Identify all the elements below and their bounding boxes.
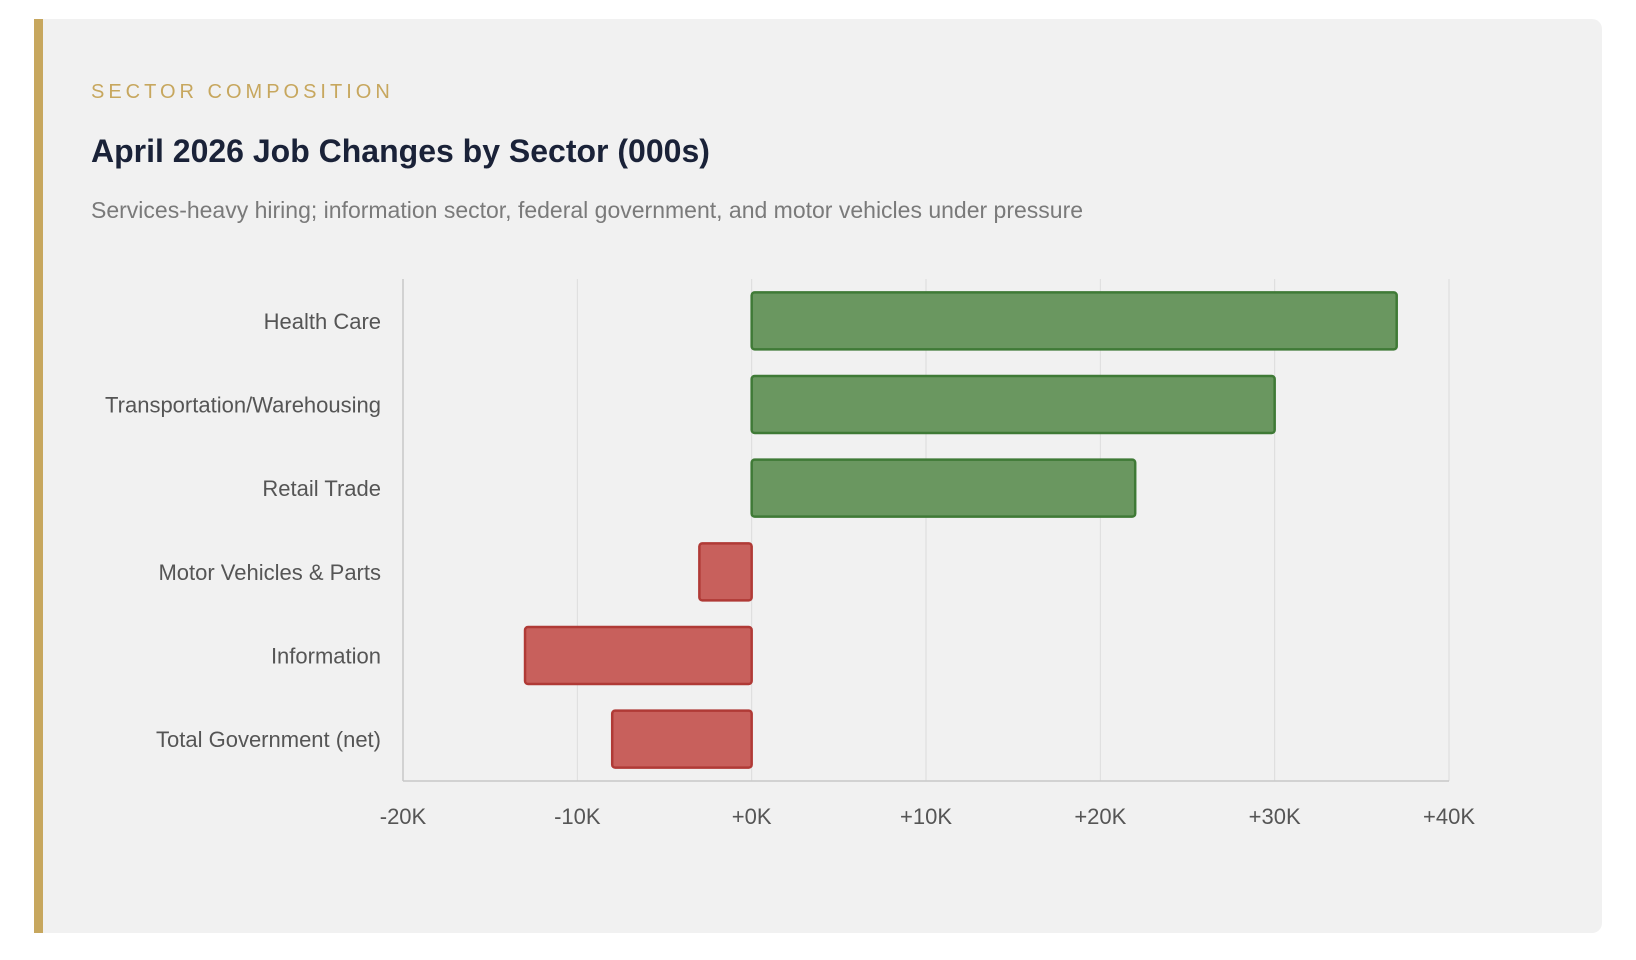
x-tick-label: -10K xyxy=(554,804,601,829)
category-label: Total Government (net) xyxy=(156,727,381,752)
x-tick-label: -20K xyxy=(380,804,427,829)
bar-5 xyxy=(523,625,753,686)
bar-1 xyxy=(750,291,1398,351)
x-tick-label: +10K xyxy=(900,804,952,829)
x-tick-label: +0K xyxy=(732,804,772,829)
category-label: Motor Vehicles & Parts xyxy=(158,560,381,585)
bar-chart: Health Care Transportation/Warehousing Ret… xyxy=(105,279,1475,829)
x-tick-label: +40K xyxy=(1423,804,1475,829)
category-label: Retail Trade xyxy=(262,476,381,501)
bar-4 xyxy=(698,542,753,602)
chart-title: April 2026 Job Changes by Sector (000s) xyxy=(91,133,710,169)
chart-card: SECTOR COMPOSITION April 2026 Job Change… xyxy=(34,19,1602,933)
chart-subtitle: Services-heavy hiring; information secto… xyxy=(91,197,1084,223)
bar-3 xyxy=(750,458,1137,518)
bar-6 xyxy=(610,709,753,769)
bar-2 xyxy=(750,374,1276,435)
x-tick-label: +20K xyxy=(1074,804,1126,829)
section-eyebrow: SECTOR COMPOSITION xyxy=(91,81,394,103)
category-label: Transportation/Warehousing xyxy=(105,393,381,418)
category-label: Health Care xyxy=(264,309,381,334)
x-tick-label: +30K xyxy=(1249,804,1301,829)
accent-bar xyxy=(34,19,43,933)
category-label: Information xyxy=(271,644,381,669)
